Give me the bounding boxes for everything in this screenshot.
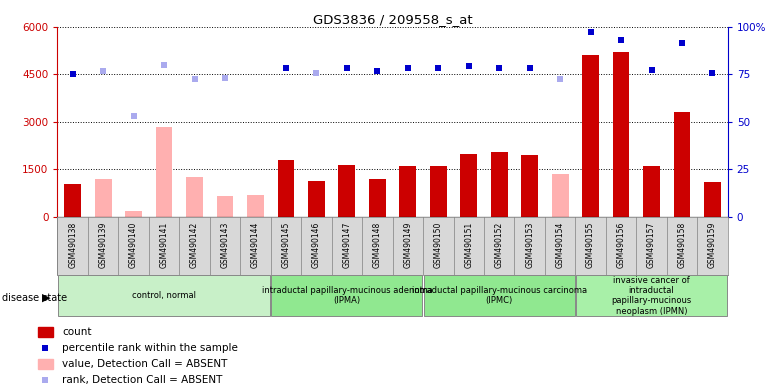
Text: GSM490142: GSM490142 bbox=[190, 222, 199, 268]
Text: GSM490148: GSM490148 bbox=[373, 222, 381, 268]
Text: GSM490151: GSM490151 bbox=[464, 222, 473, 268]
Text: intraductal papillary-mucinous adenoma
(IPMA): intraductal papillary-mucinous adenoma (… bbox=[261, 286, 432, 305]
Bar bbox=[217, 196, 234, 217]
Bar bbox=[308, 180, 325, 217]
Bar bbox=[399, 166, 416, 217]
Text: GSM490152: GSM490152 bbox=[495, 222, 504, 268]
Bar bbox=[491, 152, 508, 217]
Text: value, Detection Call = ABSENT: value, Detection Call = ABSENT bbox=[62, 359, 228, 369]
Bar bbox=[613, 52, 630, 217]
Text: GSM490146: GSM490146 bbox=[312, 222, 321, 268]
Point bbox=[39, 376, 51, 382]
Bar bbox=[673, 113, 690, 217]
Bar bbox=[339, 165, 355, 217]
Point bbox=[341, 65, 353, 71]
Text: ▶: ▶ bbox=[41, 293, 51, 303]
Text: control, normal: control, normal bbox=[132, 291, 196, 300]
Bar bbox=[277, 160, 294, 217]
Bar bbox=[95, 179, 112, 217]
Point bbox=[310, 70, 322, 76]
Point bbox=[676, 40, 688, 46]
Bar bbox=[522, 155, 538, 217]
FancyBboxPatch shape bbox=[576, 275, 727, 316]
Text: GSM490155: GSM490155 bbox=[586, 222, 595, 268]
Point bbox=[554, 76, 566, 82]
FancyBboxPatch shape bbox=[58, 275, 270, 316]
Point bbox=[372, 68, 384, 74]
Bar bbox=[430, 166, 447, 217]
Bar bbox=[369, 179, 386, 217]
Text: GSM490145: GSM490145 bbox=[281, 222, 290, 268]
Point bbox=[706, 70, 719, 76]
Point bbox=[463, 63, 475, 70]
Point bbox=[401, 65, 414, 71]
Point bbox=[97, 68, 110, 74]
Text: invasive cancer of
intraductal
papillary-mucinous
neoplasm (IPMN): invasive cancer of intraductal papillary… bbox=[611, 276, 692, 316]
Bar bbox=[38, 359, 53, 369]
Text: GSM490157: GSM490157 bbox=[647, 222, 656, 268]
Point bbox=[39, 345, 51, 351]
Text: GSM490144: GSM490144 bbox=[251, 222, 260, 268]
Text: GSM490140: GSM490140 bbox=[129, 222, 138, 268]
Bar bbox=[125, 211, 142, 217]
Point bbox=[615, 36, 627, 43]
Point bbox=[127, 113, 139, 119]
Bar bbox=[155, 127, 172, 217]
Point bbox=[219, 74, 231, 81]
Text: GSM490138: GSM490138 bbox=[68, 222, 77, 268]
Text: GSM490141: GSM490141 bbox=[159, 222, 169, 268]
Text: disease state: disease state bbox=[2, 293, 67, 303]
Point bbox=[158, 62, 170, 68]
Point bbox=[280, 65, 292, 71]
Text: GSM490143: GSM490143 bbox=[221, 222, 230, 268]
Text: GSM490158: GSM490158 bbox=[677, 222, 686, 268]
Bar bbox=[460, 154, 477, 217]
Point bbox=[584, 28, 597, 35]
Text: percentile rank within the sample: percentile rank within the sample bbox=[62, 343, 238, 353]
Bar bbox=[704, 182, 721, 217]
Point bbox=[493, 65, 506, 71]
Title: GDS3836 / 209558_s_at: GDS3836 / 209558_s_at bbox=[313, 13, 473, 26]
FancyBboxPatch shape bbox=[424, 275, 574, 316]
Text: GSM490139: GSM490139 bbox=[99, 222, 108, 268]
Bar bbox=[643, 166, 660, 217]
Text: GSM490159: GSM490159 bbox=[708, 222, 717, 268]
Text: intraductal papillary-mucinous carcinoma
(IPMC): intraductal papillary-mucinous carcinoma… bbox=[411, 286, 587, 305]
Text: GSM490156: GSM490156 bbox=[617, 222, 626, 268]
Text: rank, Detection Call = ABSENT: rank, Detection Call = ABSENT bbox=[62, 374, 223, 384]
Point bbox=[646, 66, 658, 73]
Text: GSM490150: GSM490150 bbox=[434, 222, 443, 268]
Bar bbox=[186, 177, 203, 217]
Text: count: count bbox=[62, 327, 92, 337]
Point bbox=[523, 65, 535, 71]
Bar bbox=[247, 195, 264, 217]
FancyBboxPatch shape bbox=[271, 275, 422, 316]
Text: GSM490154: GSM490154 bbox=[555, 222, 565, 268]
Point bbox=[188, 76, 201, 82]
Point bbox=[67, 71, 79, 78]
Point bbox=[432, 65, 444, 71]
Text: GSM490153: GSM490153 bbox=[525, 222, 534, 268]
Bar bbox=[582, 55, 599, 217]
Text: GSM490149: GSM490149 bbox=[404, 222, 412, 268]
Bar bbox=[64, 184, 81, 217]
Bar bbox=[552, 174, 568, 217]
Text: GSM490147: GSM490147 bbox=[342, 222, 352, 268]
Bar bbox=[38, 327, 53, 337]
